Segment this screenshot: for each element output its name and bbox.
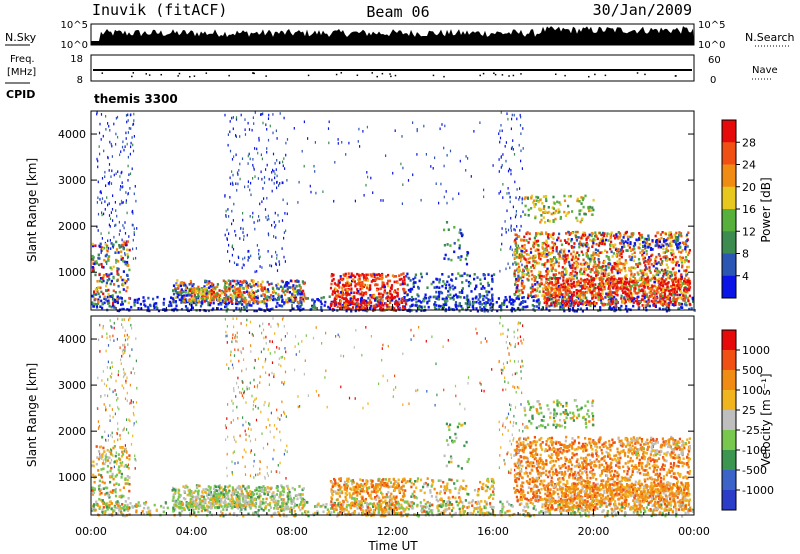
velocity-colorbar-swatch-4	[722, 410, 736, 431]
freq-tick-top: 18	[70, 54, 83, 65]
nsky-series	[91, 26, 694, 45]
x-tick-label-5: 20:00	[578, 525, 610, 538]
velocity-colorbar-swatch-2	[722, 370, 736, 391]
velocity-colorbar-swatch-8	[722, 490, 736, 511]
x-tick-label-0: 00:00	[75, 525, 107, 538]
velocity-y-axis-label: Slant Range [km]	[25, 363, 39, 467]
nsearch-tick-top: 10^5	[698, 20, 725, 31]
power-y-tick-3: 4000	[58, 128, 86, 141]
velocity-y-tick-3: 4000	[58, 333, 86, 346]
x-tick-label-4: 16:00	[477, 525, 509, 538]
velocity-colorbar: 1000 500 100 25 -25 -100 -500 -1000 Velocity [m …	[721, 329, 774, 511]
velocity-colorbar-tick-6: -500	[742, 464, 767, 477]
x-tick-label-2: 08:00	[276, 525, 308, 538]
power-colorbar-label: Power [dB]	[759, 177, 773, 242]
power-y-tick-0: 1000	[58, 266, 86, 279]
nsky-panel: N.Sky 10^5 10^0 10^5 10^0 N.Search	[5, 20, 795, 51]
power-colorbar: 4 8 12 16 20 24 28 Power [dB]	[721, 119, 773, 299]
freq-panel: Freq. [MHz] 18 8 60 0 Nave CPID themis 3…	[5, 54, 778, 106]
time-x-ticks: 00:00 04:00 08:00 12:00 16:00 20:00 00:00	[75, 304, 710, 538]
velocity-colorbar-tick-2: 100	[742, 384, 763, 397]
power-y-axis-label: Slant Range [km]	[25, 158, 39, 262]
velocity-colorbar-swatch-7	[722, 470, 736, 491]
velocity-heatmap	[91, 316, 695, 518]
date-title: 30/Jan/2009	[593, 1, 692, 19]
nsky-label: N.Sky	[5, 31, 37, 44]
cpid-label: CPID	[6, 88, 35, 101]
freq-frame	[90, 54, 695, 82]
velocity-colorbar-label: Velocity [m s⁻¹]	[759, 373, 773, 466]
power-y-tick-1: 2000	[58, 220, 86, 233]
velocity-panel: 1000 2000 3000 4000 Slant Range [km] 1000 50…	[25, 315, 774, 518]
velocity-y-ticks: 1000 2000 3000 4000	[58, 333, 694, 484]
velocity-y-tick-0: 1000	[58, 471, 86, 484]
nsky-tick-bottom: 10^0	[61, 40, 88, 51]
velocity-colorbar-tick-1: 500	[742, 364, 763, 377]
power-colorbar-swatch-5	[722, 231, 736, 254]
freq-label-1: Freq.	[10, 54, 35, 65]
nave-label: Nave	[752, 65, 778, 76]
power-colorbar-swatch-3	[722, 186, 736, 210]
velocity-colorbar-swatch-1	[722, 350, 736, 371]
freq-tick-bottom: 8	[77, 75, 83, 86]
freq-label-2: [MHz]	[7, 67, 36, 78]
velocity-colorbar-tick-4: -25	[742, 424, 760, 437]
power-colorbar-tick-2: 12	[742, 225, 756, 238]
velocity-colorbar-tick-7: -1000	[742, 484, 774, 497]
x-tick-label-1: 04:00	[176, 525, 208, 538]
velocity-colorbar-swatch-3	[722, 390, 736, 411]
power-colorbar-tick-5: 24	[742, 159, 756, 172]
velocity-y-tick-1: 2000	[58, 425, 86, 438]
nsearch-label: N.Search	[745, 31, 795, 44]
power-colorbar-swatch-1	[722, 142, 736, 165]
station-title: Inuvik (fitACF)	[92, 1, 227, 19]
nave-tick-top: 60	[708, 55, 721, 66]
power-colorbar-tick-3: 16	[742, 203, 756, 216]
nave-tick-bottom: 0	[710, 75, 716, 86]
power-colorbar-tick-6: 28	[742, 136, 756, 149]
power-y-ticks: 1000 2000 3000 4000	[58, 128, 694, 279]
beam-title: Beam 06	[366, 3, 429, 21]
nsky-tick-top: 10^5	[61, 20, 88, 31]
velocity-colorbar-tick-0: 1000	[742, 344, 770, 357]
power-colorbar-swatch-6	[722, 253, 736, 277]
power-colorbar-swatch-7	[722, 275, 736, 299]
velocity-colorbar-swatch-6	[722, 450, 736, 471]
velocity-y-tick-2: 3000	[58, 379, 86, 392]
velocity-colorbar-tick-3: 25	[742, 404, 756, 417]
power-colorbar-tick-0: 4	[742, 270, 749, 283]
freq-line	[93, 69, 692, 78]
nsearch-tick-bottom: 10^0	[698, 40, 725, 51]
velocity-colorbar-swatch-0	[722, 330, 736, 351]
power-colorbar-swatch-0	[722, 120, 736, 143]
power-colorbar-swatch-4	[722, 209, 736, 232]
power-colorbar-swatch-2	[722, 164, 736, 188]
power-colorbar-tick-1: 8	[742, 248, 749, 261]
power-y-tick-2: 3000	[58, 174, 86, 187]
cpid-value: themis 3300	[94, 92, 178, 106]
power-heatmap	[91, 111, 696, 313]
power-panel: 1000 2000 3000 4000 Slant Range [km] 4 8 12 16…	[25, 110, 773, 313]
x-axis-label: Time UT	[367, 539, 418, 553]
velocity-colorbar-tick-5: -100	[742, 444, 767, 457]
x-tick-label-3: 12:00	[377, 525, 409, 538]
nsky-bars	[91, 26, 694, 45]
x-tick-label-6: 00:00	[678, 525, 710, 538]
velocity-colorbar-swatch-5	[722, 430, 736, 451]
power-colorbar-tick-4: 20	[742, 181, 756, 194]
